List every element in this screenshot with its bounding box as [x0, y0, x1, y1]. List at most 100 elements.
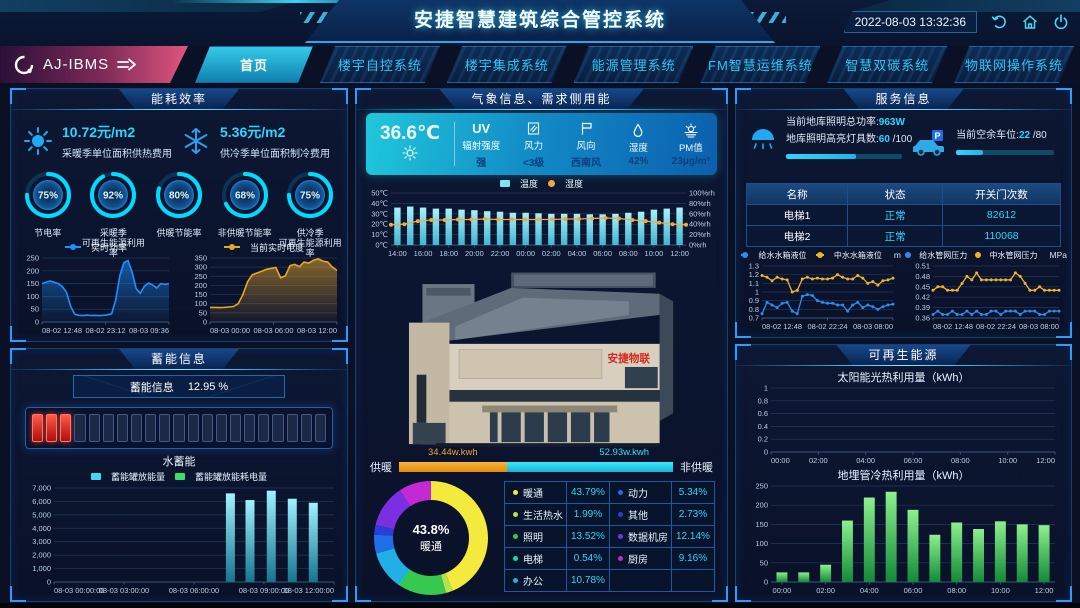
- svg-text:10℃: 10℃: [371, 230, 388, 239]
- svg-text:3,000: 3,000: [32, 537, 51, 546]
- svg-text:12:00: 12:00: [670, 249, 689, 258]
- service-info-panel: 服务信息 当前地库照明总功率:963W 地库照明高亮灯具数:60 /100: [735, 88, 1072, 338]
- svg-text:5,000: 5,000: [32, 510, 51, 519]
- svg-text:40℃: 40℃: [371, 199, 388, 208]
- svg-text:06:00: 06:00: [904, 456, 923, 465]
- svg-text:0.2: 0.2: [758, 435, 768, 444]
- svg-text:30℃: 30℃: [371, 209, 388, 218]
- svg-text:08-03 00:00:00: 08-03 00:00:00: [54, 586, 104, 595]
- tab-iot-os[interactable]: 物联网操作系统: [954, 46, 1074, 83]
- cool-cost-stat: 5.36元/m2 供冷季单位面积制冷费用: [181, 115, 339, 167]
- building-render: 安捷物联: [408, 272, 673, 447]
- table-header-row: 名称 状态 开关门次数: [747, 184, 1060, 204]
- battery-cell: [286, 414, 298, 442]
- tab-home[interactable]: 首页: [195, 46, 313, 83]
- svg-text:80%: 80%: [169, 191, 189, 202]
- legend-label: 实时功率: [90, 242, 127, 253]
- svg-text:50℃: 50℃: [371, 189, 388, 198]
- svg-text:06:00: 06:00: [593, 249, 612, 258]
- svg-text:200: 200: [194, 281, 207, 290]
- svg-text:80%rh: 80%rh: [689, 199, 711, 208]
- tab-energy-management[interactable]: 能源管理系统: [574, 46, 694, 83]
- svg-text:08-03 09:36: 08-03 09:36: [129, 326, 169, 335]
- svg-text:08:00: 08:00: [951, 456, 970, 465]
- svg-text:300: 300: [194, 263, 207, 272]
- svg-text:1: 1: [764, 384, 768, 393]
- tank-level-chart: 0.7 0.8 0.9 1 1.1 1.2 1.3 08-02 12:48 08-02 22:2…: [741, 261, 901, 336]
- tab-building-integration[interactable]: 楼宇集成系统: [447, 46, 567, 83]
- svg-text:92%: 92%: [103, 191, 123, 202]
- svg-text:50: 50: [199, 308, 207, 317]
- timestamp: 2022-08-03 13:32:36: [843, 11, 977, 33]
- legend-swatch: [548, 179, 555, 187]
- battery-cell: [159, 414, 171, 442]
- svg-text:250: 250: [755, 482, 768, 491]
- gauges-row: 75% 节电率 92% 采暖季 可再生能源利用率 80% 供暖节能率 68% 非…: [15, 169, 343, 258]
- droplet-icon: [634, 122, 643, 137]
- heating-segment: [399, 462, 507, 472]
- svg-text:150: 150: [26, 279, 39, 288]
- geothermal-usage-chart: 0 50 100 150 200 250 00:00 02:00 04:00 06:00 08:00…: [744, 481, 1063, 600]
- realtime-electricity-chart-block: 当前实时电度 0 50 100 150 200 250 300 350 08-03 00:00 0…: [183, 241, 345, 340]
- panel-title: 服务信息: [843, 89, 963, 109]
- metric-uv: UV 辐射强度 强: [462, 120, 501, 169]
- table-row: 电梯2 正常 110068: [747, 225, 1060, 246]
- heat-cost-label: 采暖季单位面积供热费用: [62, 149, 172, 160]
- svg-text:08-02 22:24: 08-02 22:24: [807, 322, 847, 331]
- svg-text:100: 100: [26, 292, 39, 301]
- renewable-energy-panel: 可再生能源 太阳能光热利用量（kWh） 0 0.2 0.4 0.6 0.8 1 00:00 0…: [735, 344, 1072, 602]
- svg-text:08-02 23:12: 08-02 23:12: [85, 326, 125, 335]
- storage-info-panel: 蓄能信息 蓄能信息 12.95 % 水蓄能 蓄能罐放能量 蓄能罐放能耗电量 0 1…: [10, 348, 348, 602]
- svg-text:4,000: 4,000: [32, 524, 51, 533]
- svg-text:22:00: 22:00: [491, 249, 510, 258]
- battery-cell: [88, 414, 100, 442]
- svg-text:02:00: 02:00: [542, 249, 561, 258]
- tab-dual-carbon[interactable]: 智慧双碳系统: [827, 46, 947, 83]
- storage-battery-bar: [25, 407, 333, 449]
- main-content: 能耗效率 10.72元/m: [10, 88, 1072, 602]
- legend-marker: [223, 244, 240, 250]
- lighting-progress: [786, 154, 903, 159]
- heating-value: 34.44w.kwh: [428, 447, 478, 458]
- left-column: 能耗效率 10.72元/m: [10, 88, 348, 602]
- storage-info-value: 12.95 %: [187, 380, 229, 393]
- legend-swatch: [175, 472, 185, 480]
- svg-text:0: 0: [35, 318, 39, 327]
- battery-cell: [74, 414, 86, 442]
- battery-cell: [229, 414, 242, 442]
- sun-small-icon: [402, 145, 418, 161]
- battery-cell: [215, 414, 227, 442]
- svg-text:0℃: 0℃: [375, 241, 388, 250]
- power-icon[interactable]: [1052, 13, 1070, 31]
- header-right-group: 2022-08-03 13:32:36: [843, 11, 1070, 33]
- panel-title: 蓄能信息: [119, 349, 239, 369]
- right-column: 服务信息 当前地库照明总功率:963W 地库照明高亮灯具数:60 /100: [735, 88, 1072, 602]
- home-icon[interactable]: [1021, 13, 1039, 31]
- svg-text:75%: 75%: [300, 191, 320, 202]
- svg-text:14:00: 14:00: [388, 249, 407, 258]
- logo-arrow-icon: [116, 57, 138, 73]
- svg-text:250: 250: [26, 254, 39, 263]
- svg-text:0.45: 0.45: [915, 282, 930, 291]
- tab-building-automation[interactable]: 楼宇自控系统: [320, 46, 440, 83]
- nonheating-segment: [506, 462, 673, 472]
- gauge-heating-renewable: 92% 采暖季 可再生能源利用率: [81, 169, 145, 258]
- heating-split-bar: 34.44w.kwh 52.93w.kwh 供暖 非供暖: [370, 447, 713, 474]
- svg-text:100%rh: 100%rh: [689, 189, 715, 198]
- svg-text:18:00: 18:00: [439, 249, 458, 258]
- storage-info-label: 蓄能信息: [129, 381, 174, 394]
- storage-info-box: 蓄能信息 12.95 %: [73, 375, 285, 398]
- svg-text:50: 50: [760, 558, 768, 567]
- battery-cell: [201, 414, 213, 442]
- logo[interactable]: AJ-IBMS: [0, 46, 188, 83]
- back-icon[interactable]: [990, 13, 1008, 31]
- tab-fm-smart-ops[interactable]: FM智慧运维系统: [700, 46, 820, 83]
- page-title: 安捷智慧建筑综合管控系统: [413, 10, 667, 31]
- svg-text:60%rh: 60%rh: [689, 209, 711, 218]
- svg-text:0.39: 0.39: [915, 303, 930, 312]
- svg-text:08-03 06:00:00: 08-03 06:00:00: [169, 586, 219, 595]
- storage-discharge-chart: 0 1,000 2,000 3,000 4,000 5,000 6,000 7,000 08-0…: [18, 483, 342, 600]
- legend-label: 湿度: [565, 178, 584, 189]
- svg-text:68%: 68%: [235, 191, 255, 202]
